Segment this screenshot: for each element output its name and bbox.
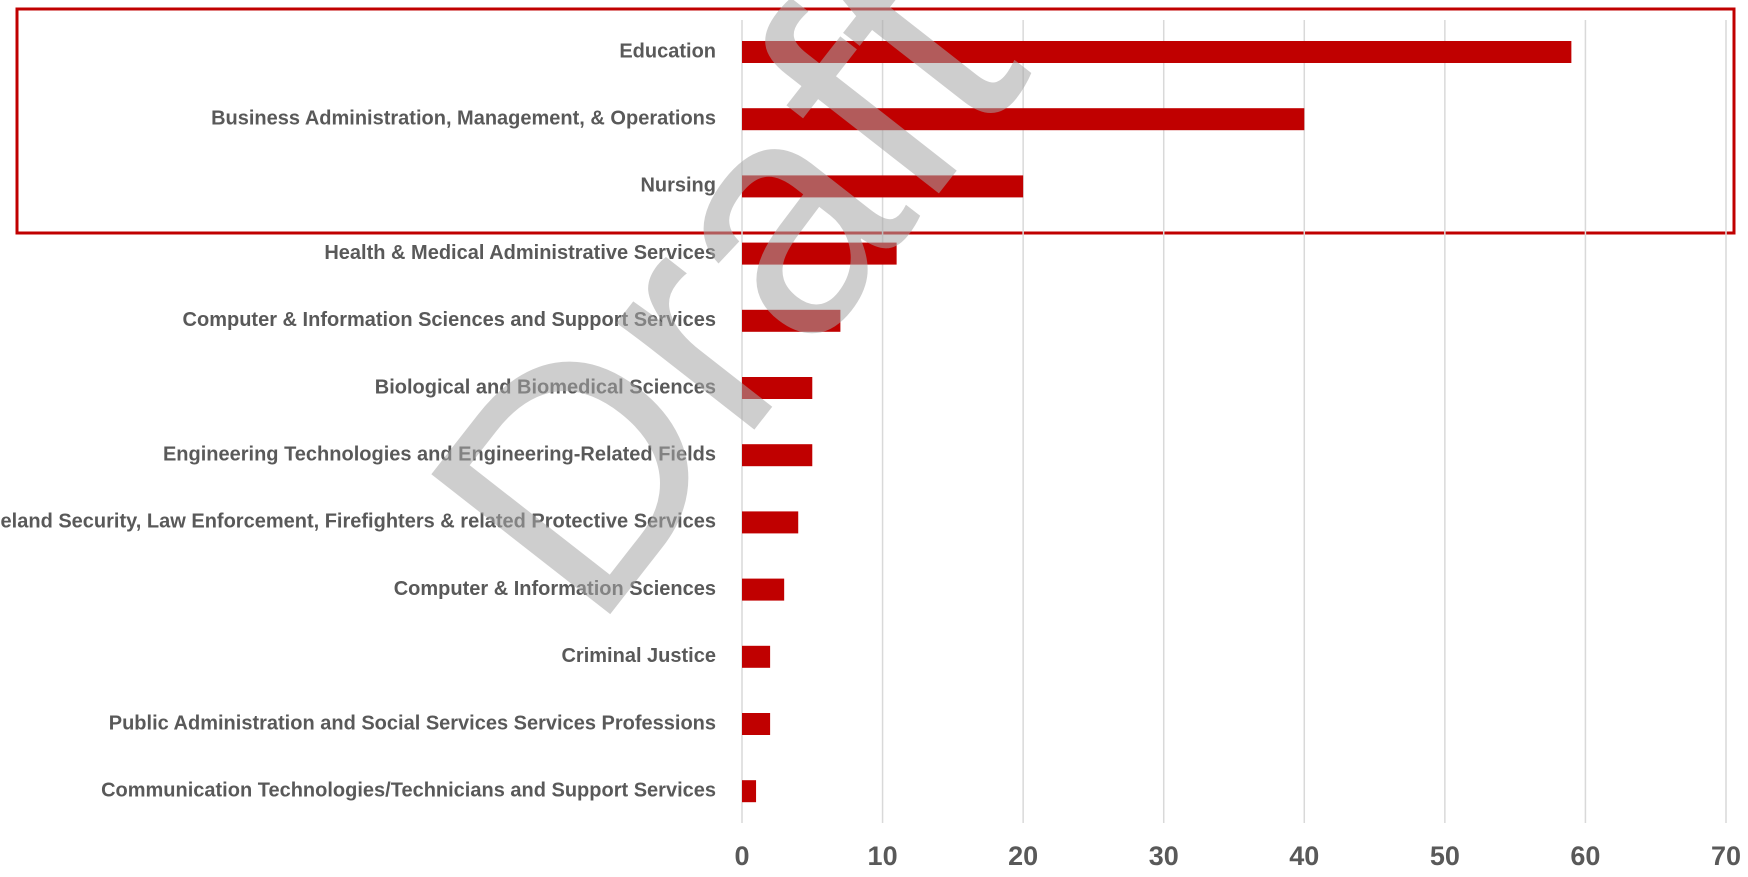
bar bbox=[742, 175, 1024, 198]
x-tick-label: 40 bbox=[1289, 841, 1319, 871]
category-label: Public Administration and Social Service… bbox=[109, 712, 716, 734]
category-label: Communication Technologies/Technicians a… bbox=[101, 779, 716, 801]
category-label: Education bbox=[619, 40, 716, 62]
x-tick-label: 50 bbox=[1430, 841, 1460, 871]
category-label: Criminal Justice bbox=[561, 645, 716, 667]
x-tick-label: 0 bbox=[734, 841, 749, 871]
bar bbox=[742, 444, 813, 467]
bar bbox=[742, 377, 813, 399]
category-label: Computer & Information Sciences bbox=[394, 578, 716, 600]
category-label: Health & Medical Administrative Services bbox=[324, 242, 716, 264]
watermark: Draft bbox=[358, 0, 1090, 679]
bar bbox=[742, 511, 799, 534]
bar bbox=[742, 309, 841, 332]
bar bbox=[742, 41, 1572, 63]
x-tick-label: 30 bbox=[1149, 841, 1179, 871]
bar bbox=[742, 242, 897, 265]
category-label: Nursing bbox=[640, 175, 716, 197]
category-label: Homeland Security, Law Enforcement, Fire… bbox=[0, 511, 716, 533]
bar bbox=[742, 780, 757, 803]
category-label: Biological and Biomedical Sciences bbox=[375, 376, 716, 398]
bar bbox=[742, 108, 1305, 131]
bar bbox=[742, 645, 771, 668]
x-tick-label: 70 bbox=[1711, 841, 1741, 871]
bar bbox=[742, 578, 785, 601]
category-label: Engineering Technologies and Engineering… bbox=[163, 443, 716, 465]
x-tick-label: 60 bbox=[1570, 841, 1600, 871]
category-label: Computer & Information Sciences and Supp… bbox=[183, 309, 716, 331]
bar bbox=[742, 713, 771, 735]
x-tick-label: 10 bbox=[868, 841, 898, 871]
category-label: Business Administration, Management, & O… bbox=[211, 107, 716, 129]
x-tick-label: 20 bbox=[1008, 841, 1038, 871]
highlight-box bbox=[15, 7, 1736, 235]
